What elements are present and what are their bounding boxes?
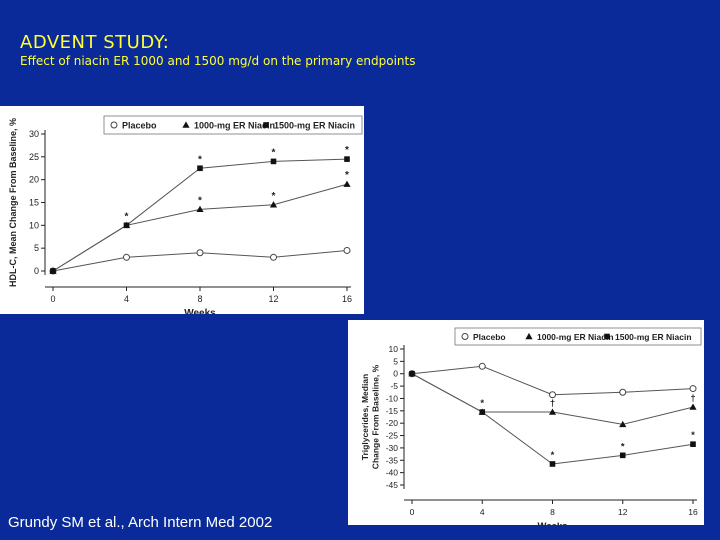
legend-label: 1000-mg ER Niacin — [537, 332, 614, 342]
data-point — [343, 246, 351, 254]
y-tick-label: -10 — [386, 393, 399, 403]
y-tick-label: -45 — [386, 480, 399, 490]
hdl-chart-panel: 0 5 10 15 20 25 30 0 4 8 12 16 Weeks HDL-C, Mean Chan… — [0, 106, 364, 319]
data-point — [619, 452, 626, 459]
significance-mark: * — [198, 154, 202, 165]
data-point — [343, 180, 351, 187]
y-tick-label: -35 — [386, 455, 399, 465]
y-axis-label-line: Triglycerides, Median — [360, 374, 370, 460]
data-point — [619, 420, 627, 428]
y-tick-label: 10 — [29, 220, 39, 230]
x-tick-label: 0 — [410, 507, 415, 517]
x-tick-label: 4 — [124, 294, 129, 304]
legend — [454, 327, 702, 346]
data-point — [548, 408, 557, 415]
legend-marker — [461, 333, 469, 340]
significance-mark: * — [345, 170, 349, 181]
data-point — [270, 158, 277, 165]
y-tick-label: 5 — [393, 356, 398, 366]
legend-marker — [604, 333, 610, 340]
legend-marker — [182, 121, 190, 128]
significance-mark: * — [125, 211, 129, 222]
y-tick-label: 10 — [389, 344, 399, 354]
data-point — [690, 441, 696, 447]
y-tick-label: 5 — [34, 243, 39, 253]
data-point — [196, 249, 204, 257]
legend-label: 1000-mg ER Niacin — [194, 121, 275, 131]
x-tick-label: 12 — [268, 294, 278, 304]
significance-mark: * — [272, 191, 276, 202]
x-axis-label: Weeks — [184, 308, 216, 314]
slide-subtitle: Effect of niacin ER 1000 and 1500 mg/d o… — [20, 54, 416, 68]
data-point — [689, 403, 697, 410]
legend-label: Placebo — [473, 332, 506, 342]
y-axis-label: HDL-C, Mean Change From Baseline, % — [8, 118, 18, 287]
hdl-chart: 0 5 10 15 20 25 30 0 4 8 12 16 Weeks HDL-C, Mean Chan… — [8, 115, 363, 319]
data-point — [549, 461, 556, 467]
legend-marker — [263, 122, 269, 128]
data-point — [123, 253, 130, 261]
data-point — [197, 165, 203, 172]
data-point — [409, 370, 415, 377]
significance-mark: * — [551, 450, 555, 461]
y-tick-label: -40 — [386, 468, 399, 478]
y-tick-label: 15 — [29, 198, 39, 208]
series-line — [411, 365, 694, 396]
significance-mark: * — [198, 195, 202, 206]
citation: Grundy SM et al., Arch Intern Med 2002 — [8, 514, 273, 531]
legend-marker — [110, 121, 118, 129]
legend-label: Placebo — [122, 121, 157, 131]
triglycerides-chart-panel: 10 5 0 -5 -10 -15 -20 -25 -30 -35 -40 -45 0 4 8 12 16 Wee… — [348, 320, 704, 532]
data-point — [196, 205, 204, 213]
x-tick-label: 4 — [480, 507, 485, 517]
data-point — [269, 201, 278, 208]
x-tick-label: 16 — [688, 507, 698, 517]
x-tick-label: 8 — [197, 294, 202, 304]
data-point — [478, 362, 486, 370]
significance-mark: * — [345, 145, 349, 156]
triglycerides-chart: 10 5 0 -5 -10 -15 -20 -25 -30 -35 -40 -45 0 4 8 12 16 Wee… — [360, 327, 702, 532]
x-tick-label: 8 — [550, 507, 555, 517]
y-tick-label: -20 — [386, 418, 399, 428]
significance-mark: * — [691, 430, 695, 441]
x-axis-label: Weeks — [538, 521, 568, 525]
y-tick-label: 25 — [29, 152, 39, 162]
legend-label: 1500-mg ER Niacin — [615, 332, 692, 342]
y-tick-label: 30 — [29, 129, 39, 139]
y-axis-label-line: Change From Baseline, % — [371, 364, 381, 469]
legend-marker — [525, 332, 533, 340]
significance-mark: * — [621, 441, 625, 452]
legend-label: 1500-mg ER Niacin — [274, 121, 355, 131]
data-point — [689, 385, 697, 393]
y-tick-label: 0 — [393, 369, 398, 379]
data-point — [549, 391, 556, 399]
x-tick-label: 16 — [342, 294, 352, 304]
data-point — [344, 156, 350, 162]
y-tick-label: 0 — [34, 266, 39, 276]
significance-mark: † — [550, 398, 555, 409]
y-tick-label: -15 — [386, 406, 399, 416]
data-point — [619, 388, 627, 396]
y-tick-label: -30 — [386, 443, 399, 453]
y-axis-label: Triglycerides, MedianChange From Baselin… — [360, 364, 381, 469]
significance-mark: * — [272, 147, 276, 158]
y-tick-label: -5 — [390, 381, 398, 391]
data-point — [123, 222, 130, 229]
x-tick-label: 12 — [618, 507, 628, 517]
slide-title: ADVENT STUDY: — [20, 32, 170, 53]
y-tick-label: -25 — [386, 431, 399, 441]
y-tick-label: 20 — [29, 175, 39, 185]
x-tick-label: 0 — [50, 294, 55, 304]
data-point — [270, 253, 277, 261]
data-point — [50, 268, 56, 274]
significance-mark: † — [690, 393, 695, 404]
significance-mark: * — [480, 398, 484, 409]
data-point — [479, 409, 486, 415]
legend — [103, 115, 363, 135]
